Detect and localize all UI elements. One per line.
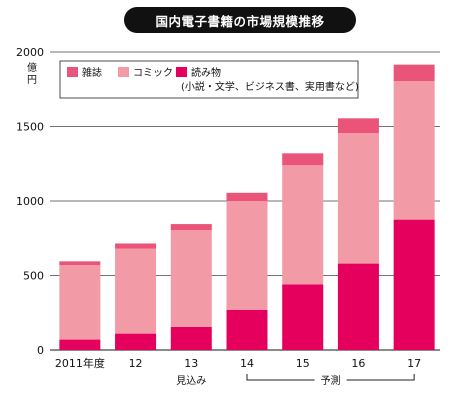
bar-segment <box>170 326 212 350</box>
bar-segment <box>226 201 268 310</box>
x-tick-label: 15 <box>296 357 310 370</box>
legend-box <box>59 60 359 99</box>
x-tick-label: 12 <box>129 357 143 370</box>
forecast-note: 予測 <box>321 374 341 387</box>
chart-title: 国内電子書籍の市場規模推移 <box>155 13 325 29</box>
legend-label: コミック <box>133 67 173 79</box>
y-axis-unit-1: 億 <box>27 61 37 74</box>
bar-segment <box>226 309 268 350</box>
legend-swatch <box>67 67 78 77</box>
y-axis-ticks: 0 500 1000 1500 2000 <box>16 46 44 357</box>
bar-segment <box>170 230 212 327</box>
legend-sublabel: (小説・文学、ビジネス書、実用書など) <box>181 80 359 93</box>
bar-segment <box>282 153 324 166</box>
x-tick-label: 2011年度 <box>55 356 105 370</box>
x-tick-label: 17 <box>407 357 421 370</box>
bar-segment <box>282 165 324 285</box>
legend-swatch <box>118 67 129 77</box>
legend-label: 読み物 <box>191 66 221 79</box>
y-tick-label: 0 <box>37 344 44 357</box>
bar-segment <box>393 81 435 220</box>
legend-label: 雑誌 <box>82 66 102 79</box>
bar-segment <box>115 248 157 334</box>
bar-segment <box>393 64 435 82</box>
annotations: 見込み 予測 <box>176 373 415 387</box>
bar-segment <box>59 261 101 266</box>
bar-segment <box>170 224 212 231</box>
x-tick-label: 16 <box>351 357 365 370</box>
bar-segment <box>115 243 157 249</box>
chart-title-badge: 国内電子書籍の市場規模推移 <box>124 7 356 33</box>
forecast-label-bg <box>314 373 347 387</box>
y-axis-unit-2: 円 <box>27 75 37 86</box>
x-tick-label: 14 <box>240 357 254 370</box>
x-axis-ticks: 2011年度 12 13 14 15 16 17 <box>55 356 421 370</box>
bar-segment <box>59 265 101 340</box>
estimate-note: 見込み <box>176 375 206 387</box>
bar-segment <box>115 333 157 350</box>
bars <box>59 64 435 350</box>
bar-segment <box>226 192 268 201</box>
y-tick-label: 1000 <box>16 195 44 208</box>
bar-segment <box>59 339 101 350</box>
bar-segment <box>337 263 379 350</box>
legend: 雑誌 コミック 読み物(小説・文学、ビジネス書、実用書など) <box>59 60 359 99</box>
y-tick-label: 2000 <box>16 46 44 59</box>
x-tick-label: 13 <box>184 357 198 370</box>
bar-segment <box>393 219 435 350</box>
y-tick-label: 500 <box>23 270 44 283</box>
bar-segment <box>337 133 379 264</box>
bar-segment <box>282 284 324 350</box>
bar-segment <box>337 118 379 134</box>
legend-swatch <box>176 67 187 77</box>
y-tick-label: 1500 <box>16 121 44 134</box>
